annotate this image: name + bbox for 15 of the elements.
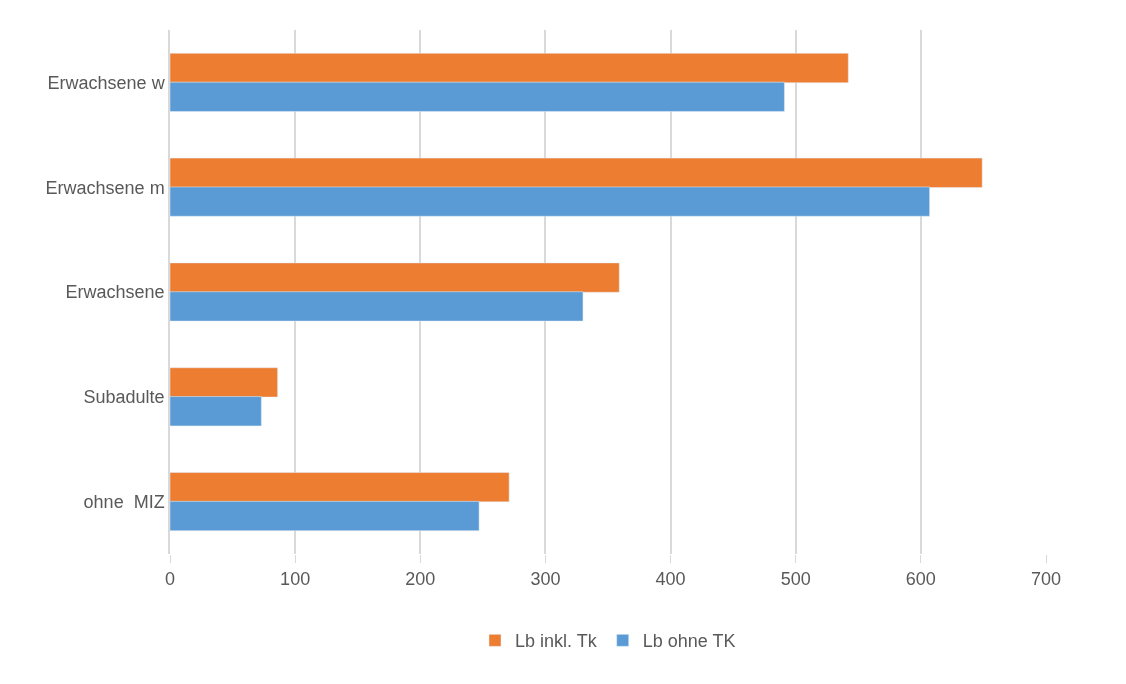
y-tick-label: Subadulte [83, 387, 165, 408]
x-tick-label: 700 [1030, 568, 1062, 589]
x-tick-label: 500 [780, 568, 811, 589]
legend-label: Lb ohne TK [642, 631, 736, 652]
x-tick-label: 400 [655, 568, 686, 589]
y-tick-label: Erwachsene [65, 282, 165, 303]
x-tick-label: 300 [530, 568, 561, 589]
y-tick-label: Erwachsene m [45, 177, 165, 198]
x-tick-label: 200 [405, 568, 436, 589]
x-tick-label: 100 [280, 568, 311, 589]
y-tick-label: ohne MIZ [83, 491, 165, 512]
legend-label: Lb inkl. Tk [515, 631, 598, 652]
x-tick-label: 0 [164, 568, 176, 589]
y-tick-label: Erwachsene w [47, 72, 166, 93]
x-tick-label: 600 [905, 568, 936, 589]
